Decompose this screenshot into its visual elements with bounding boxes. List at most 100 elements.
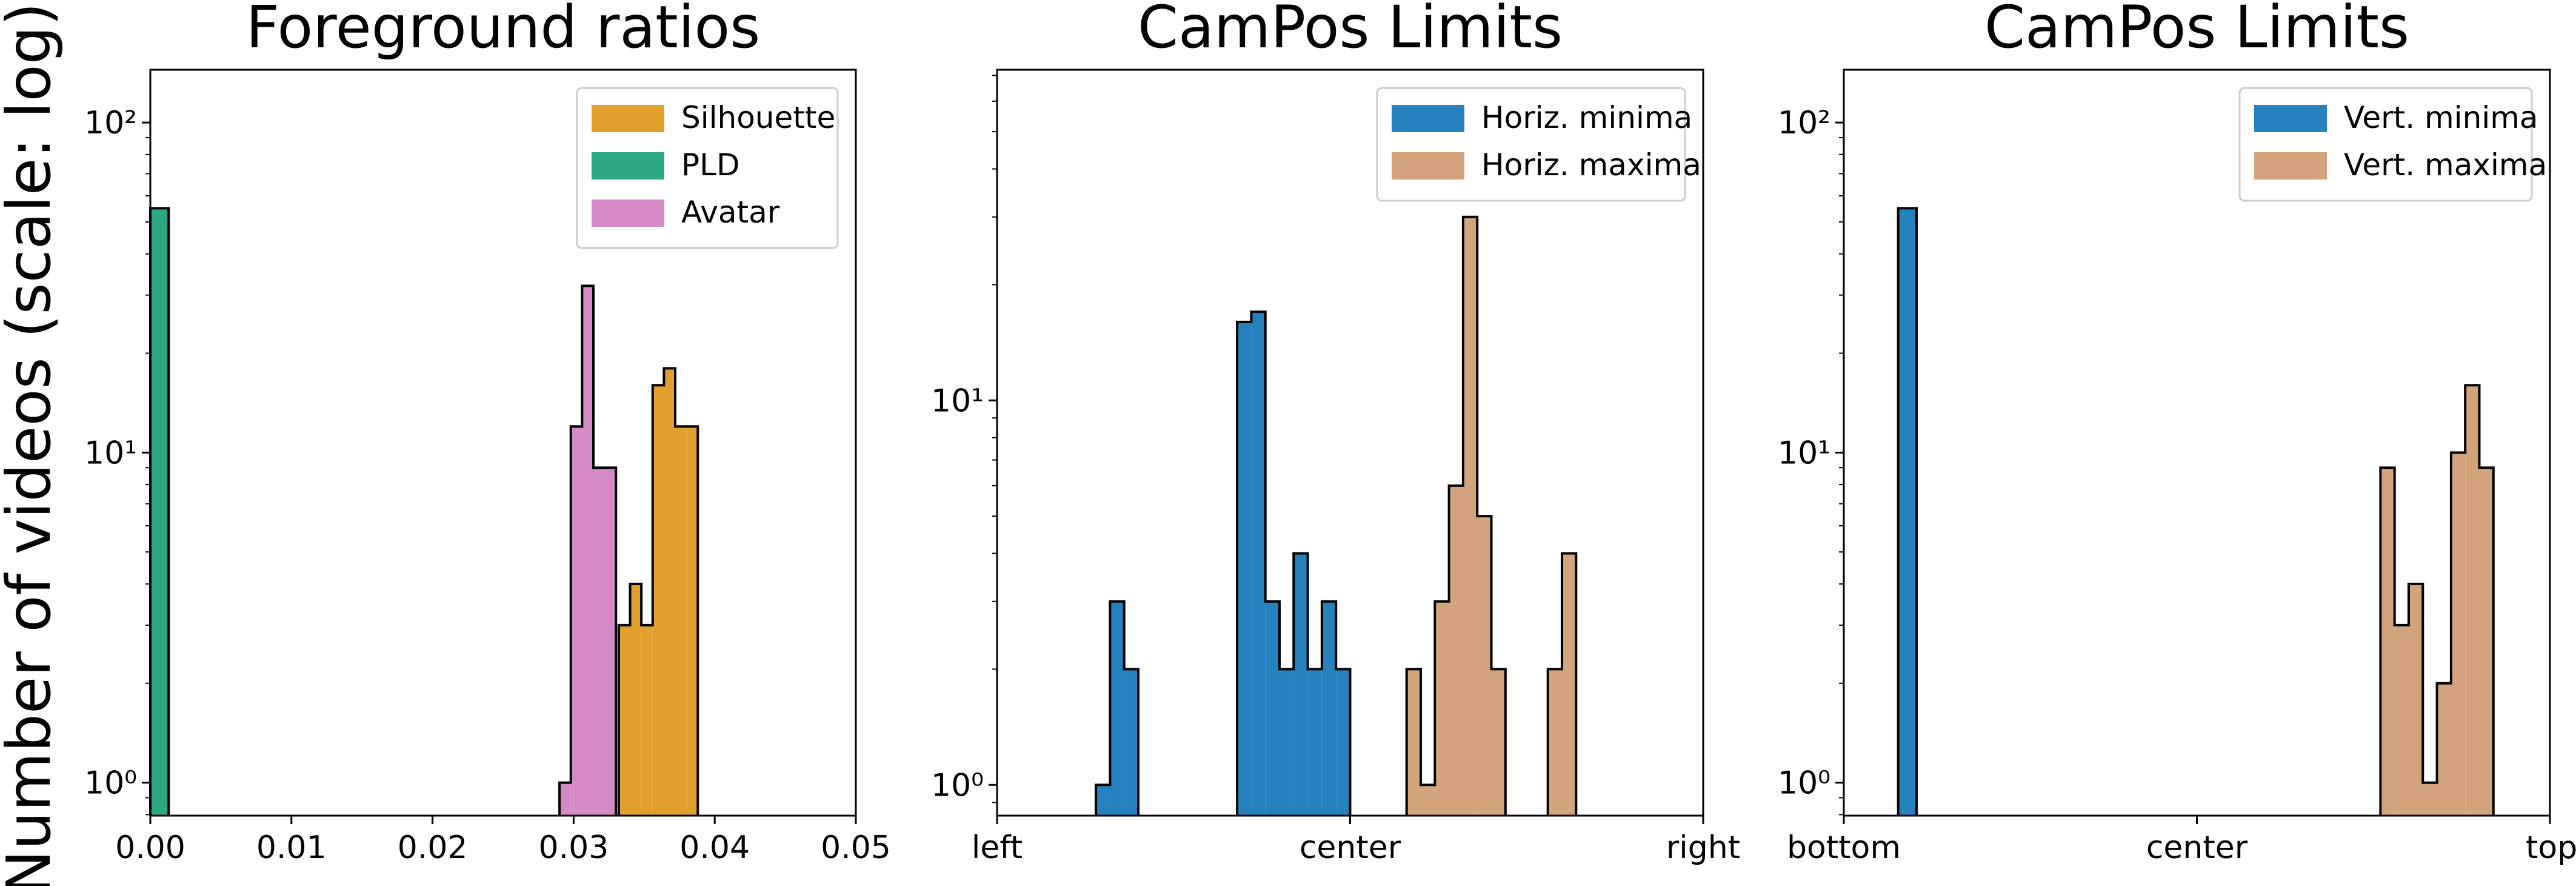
histogram-bar	[2479, 468, 2494, 816]
x-tick-label: center	[2146, 830, 2248, 866]
series-silhouette	[618, 368, 698, 816]
histogram-bar	[1898, 208, 1917, 816]
x-tick-label: 0.00	[115, 830, 185, 866]
figure-y-axis-label: Number of videos (scale: log)	[0, 2, 64, 886]
legend-label: Horiz. maxima	[1481, 147, 1701, 183]
legend-label: Silhouette	[681, 100, 835, 135]
y-tick-label: 10¹	[84, 435, 137, 471]
y-tick-label: 10⁰	[84, 765, 137, 802]
histogram-bar	[1110, 601, 1124, 816]
histogram-bar	[618, 625, 630, 816]
histogram-bar	[2451, 452, 2466, 816]
histogram-bar	[630, 583, 642, 816]
x-tick-label: right	[1666, 830, 1740, 866]
histogram-bar	[1124, 669, 1138, 816]
histogram-bar	[641, 625, 653, 816]
chart-panel-2: CamPos Limits left center right 10⁰ 10¹ Horiz.…	[931, 0, 1740, 866]
histogram-bar	[559, 782, 571, 816]
histogram-bar	[1463, 216, 1478, 816]
histogram-bar	[593, 468, 605, 816]
histogram-bar	[2437, 683, 2451, 816]
legend-swatch	[2254, 152, 2327, 180]
histogram-bar	[664, 368, 676, 816]
series-horiz-minima	[1096, 312, 1350, 816]
series-vert-minima	[1898, 208, 1917, 816]
histogram-bar	[1435, 601, 1449, 816]
histogram-bar	[1096, 785, 1110, 816]
histogram-outline	[1236, 310, 1352, 816]
histogram-outline	[1095, 600, 1140, 816]
histogram-bar	[1307, 669, 1322, 816]
histogram-bar	[1265, 601, 1280, 816]
histogram-bar	[1251, 312, 1266, 816]
series-horiz-maxima	[1406, 216, 1577, 816]
histogram-bar	[150, 208, 169, 816]
histogram-bar	[686, 426, 698, 816]
x-tick-label: center	[1300, 830, 1401, 866]
histogram-bar	[570, 426, 582, 816]
chart-panels: Foreground ratios 0.00 0.01 0.02 0.03 0.04 0.0…	[84, 0, 2576, 866]
histogram-bar	[2465, 385, 2480, 816]
legend-label: Vert. maxima	[2344, 147, 2547, 183]
histogram-bar	[652, 385, 664, 816]
x-tick-label: 0.05	[821, 830, 891, 866]
histogram-outline	[1405, 215, 1507, 816]
histogram-bar	[1293, 553, 1308, 816]
series-pld	[150, 208, 169, 816]
x-tick-label: left	[972, 830, 1023, 866]
histogram-bar	[1491, 669, 1506, 816]
x-tick-label: bottom	[1787, 830, 1901, 866]
histogram-bar	[1562, 553, 1577, 816]
legend-swatch	[592, 105, 664, 132]
legend-swatch	[1392, 105, 1464, 132]
legend-swatch	[2254, 105, 2327, 132]
legend-swatch	[1392, 152, 1464, 180]
histogram-bar	[1547, 669, 1562, 816]
histogram-outline	[1897, 207, 1918, 816]
histogram-bar	[2380, 468, 2395, 816]
axes-frame	[149, 69, 857, 817]
legend: Silhouette PLD Avatar	[576, 87, 839, 249]
histogram-outline	[558, 284, 618, 816]
legend-label: Avatar	[681, 195, 780, 230]
legend: Vert. minima Vert. maxima	[2238, 87, 2547, 202]
legend-label: Horiz. minima	[1481, 100, 1692, 135]
y-tick-label: 10¹	[931, 383, 984, 419]
histogram-bar	[1321, 601, 1336, 816]
histogram-bar	[675, 426, 687, 816]
histogram-bar	[2423, 782, 2437, 816]
x-tick-label: 0.02	[398, 830, 468, 866]
histogram-outline	[617, 367, 699, 816]
legend-swatch	[592, 200, 664, 227]
x-tick-label: top	[2526, 830, 2576, 866]
chart-title: CamPos Limits	[1138, 0, 1563, 61]
histogram-outline	[2379, 384, 2495, 816]
series-vert-maxima	[2380, 385, 2494, 816]
legend-swatch	[592, 152, 664, 180]
legend: Horiz. minima Horiz. maxima	[1376, 87, 1701, 202]
x-tick-label: 0.01	[256, 830, 327, 866]
y-tick-label: 10²	[84, 105, 137, 141]
histogram-bar	[1336, 669, 1350, 816]
chart-title: CamPos Limits	[1984, 0, 2409, 61]
histogram-bar	[1406, 669, 1421, 816]
histogram-bar	[1449, 485, 1463, 816]
x-tick-label: 0.04	[679, 830, 750, 866]
histogram-outline	[1546, 552, 1578, 816]
histogram-bar	[582, 286, 593, 816]
y-tick-label: 10⁰	[1778, 765, 1830, 802]
histogram-bar	[604, 468, 616, 816]
histogram-bar	[1421, 785, 1435, 816]
histogram-bar	[2394, 625, 2409, 816]
legend-label: Vert. minima	[2344, 100, 2538, 135]
y-tick-label: 10¹	[1778, 435, 1830, 471]
histogram-bar	[1237, 321, 1252, 816]
y-tick-label: 10²	[1778, 105, 1830, 141]
histogram-bar	[1477, 516, 1492, 816]
chart-panel-1: Foreground ratios 0.00 0.01 0.02 0.03 0.04 0.0…	[84, 0, 891, 866]
y-tick-label: 10⁰	[931, 767, 984, 804]
chart-panel-3: CamPos Limits bottom center top 10⁰ 10¹ 10² Ver…	[1778, 0, 2576, 866]
x-tick-label: 0.03	[539, 830, 609, 866]
chart-title: Foreground ratios	[246, 0, 760, 61]
